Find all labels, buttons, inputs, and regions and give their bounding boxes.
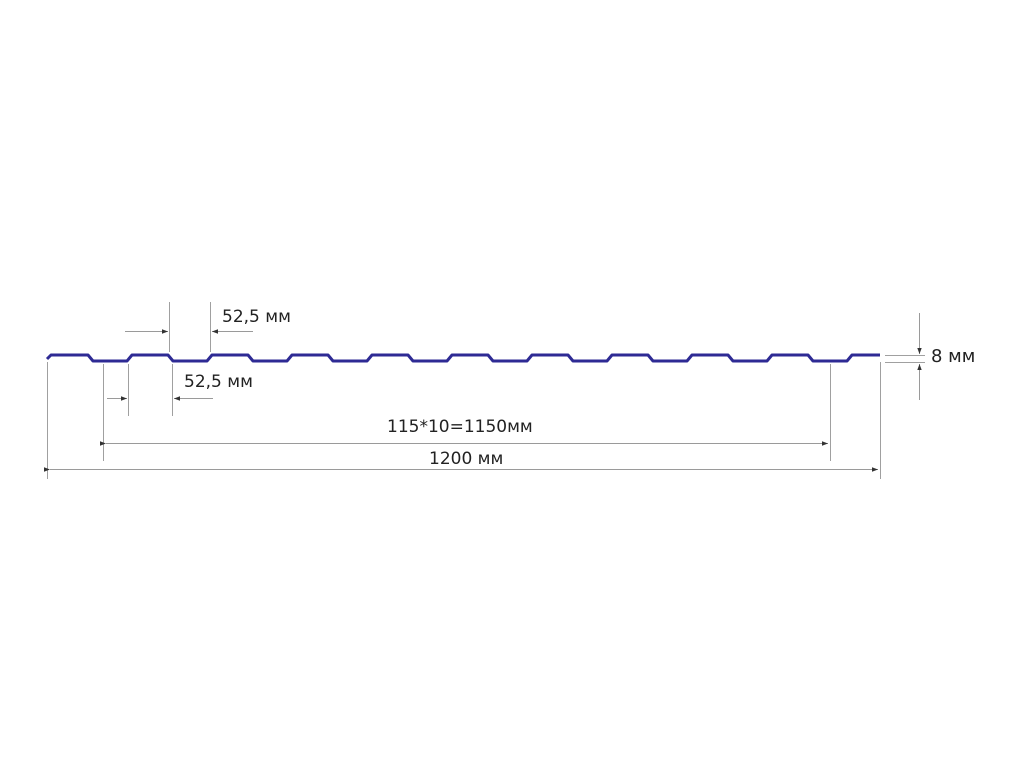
- top-pitch-label: 52,5 мм: [222, 307, 291, 327]
- working-width-label: 115*10=1150мм: [387, 417, 533, 437]
- bottom-pitch-label: 52,5 мм: [184, 372, 253, 392]
- height-label: 8 мм: [931, 346, 976, 367]
- corrugated-profile: [45, 353, 880, 363]
- extension-lines: [47, 302, 925, 479]
- total-width-label: 1200 мм: [429, 449, 504, 469]
